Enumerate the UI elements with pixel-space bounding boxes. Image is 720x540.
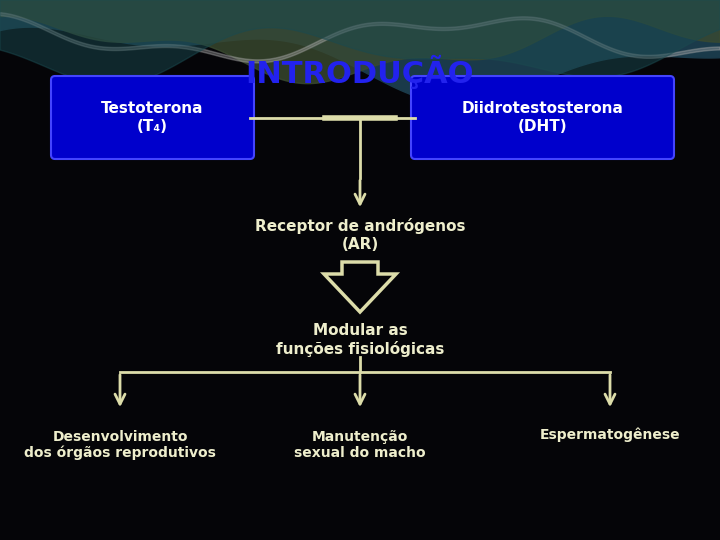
Text: Modular as
funções fisiológicas: Modular as funções fisiológicas [276, 323, 444, 357]
Text: Manutenção
sexual do macho: Manutenção sexual do macho [294, 430, 426, 460]
Text: Espermatogênese: Espermatogênese [540, 428, 680, 442]
Text: INTRODUÇÃO: INTRODUÇÃO [246, 55, 474, 89]
Text: Testoterona
(T₄): Testoterona (T₄) [102, 102, 204, 134]
FancyBboxPatch shape [51, 76, 254, 159]
Text: Desenvolvimento
dos órgãos reprodutivos: Desenvolvimento dos órgãos reprodutivos [24, 430, 216, 461]
FancyBboxPatch shape [411, 76, 674, 159]
Text: Receptor de andrógenos
(AR): Receptor de andrógenos (AR) [255, 218, 465, 252]
Text: Diidrotestosterona
(DHT): Diidrotestosterona (DHT) [462, 102, 624, 134]
